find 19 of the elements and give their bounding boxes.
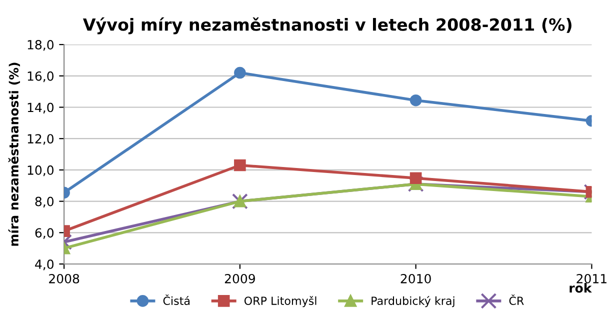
y-tick-label: 4,0: [35, 259, 54, 270]
x-tick-label: 2011: [576, 274, 606, 284]
y-tick-label: 10,0: [28, 165, 54, 176]
y-tick-label: 6,0: [35, 228, 54, 239]
legend-label: ORP Litomyšl: [244, 296, 316, 308]
x-tick-label: 2010: [400, 274, 431, 284]
y-tick-label: 8,0: [35, 196, 54, 208]
legend-label: ČR: [509, 294, 524, 305]
x-axis-title: rok: [570, 283, 592, 293]
legend-label: Pardubický kraj: [372, 296, 454, 308]
legend-label: Čistá: [163, 294, 190, 305]
x-tick-label: 2009: [224, 274, 255, 284]
y-tick-label: 16,0: [28, 71, 54, 82]
y-tick-label: 12,0: [28, 134, 54, 145]
y-tick-label: 14,0: [28, 102, 54, 114]
y-axis-title: míra nezaměstnanosti (%): [8, 62, 20, 246]
x-tick-label: 2008: [49, 274, 80, 284]
chart-title: Vývoj míry nezaměstnanosti v letech 2008-2011 (%): [82, 17, 572, 34]
y-tick-label: 18,0: [28, 40, 54, 51]
